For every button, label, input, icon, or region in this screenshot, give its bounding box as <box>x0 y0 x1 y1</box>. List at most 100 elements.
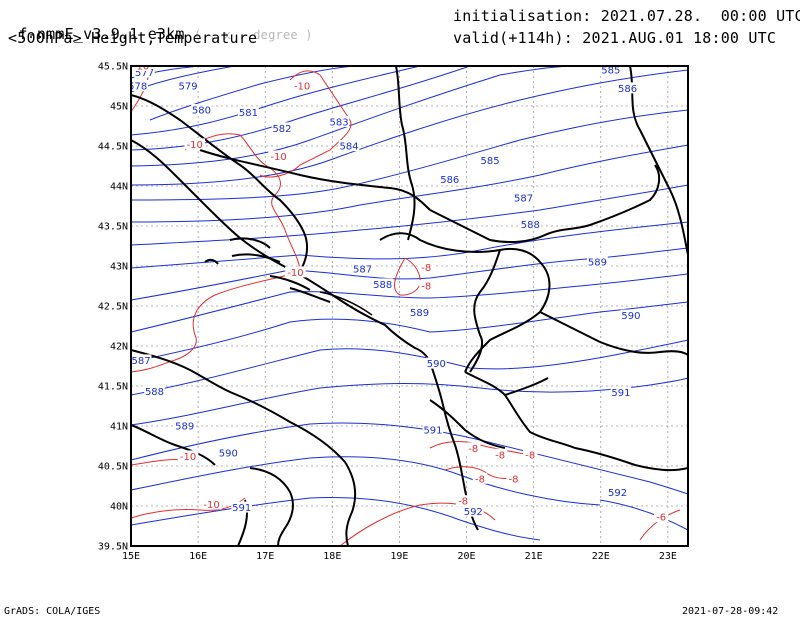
height-label: 580 <box>192 106 211 117</box>
height-label-bg <box>131 354 152 366</box>
temperature-contour <box>184 133 301 273</box>
map-frame <box>130 65 689 547</box>
temperature-contour <box>259 70 352 178</box>
height-label: 579 <box>178 82 197 93</box>
height-contour <box>599 499 688 531</box>
height-contour <box>131 301 688 363</box>
lon-tick-label: 22E <box>592 551 610 562</box>
border <box>429 164 661 244</box>
temperature-label-bg <box>653 511 669 523</box>
height-label: 589 <box>588 258 607 269</box>
border <box>379 232 551 373</box>
height-label-bg <box>620 309 642 321</box>
lat-tick-label: 40N <box>110 502 128 513</box>
coastline <box>131 349 357 546</box>
height-label-bg <box>131 80 149 91</box>
temperature-label-bg <box>184 138 206 150</box>
temperature-label-bg <box>466 442 481 454</box>
height-contour <box>131 339 688 396</box>
height-label-bg <box>144 385 165 397</box>
coastline <box>131 139 479 531</box>
height-label: 591 <box>232 503 251 514</box>
height-label: 587 <box>132 356 151 367</box>
height-label-bg <box>271 122 293 134</box>
height-label: 585 <box>601 66 620 77</box>
height-label: 582 <box>272 124 291 135</box>
temperature-label: -8 <box>421 263 431 274</box>
height-contour <box>131 66 576 167</box>
init-time: initialisation: 2021.07.28. 00:00 UTC <box>453 7 800 25</box>
lat-tick-label: 41N <box>110 422 128 433</box>
height-label: 591 <box>611 388 630 399</box>
border <box>429 399 506 449</box>
height-label: 583 <box>329 118 348 129</box>
height-label: 578 <box>128 82 147 93</box>
border <box>395 66 416 241</box>
temperature-label-bg <box>523 448 538 460</box>
height-contour <box>131 456 601 506</box>
temperature-label: -10 <box>187 140 203 151</box>
height-contour <box>131 144 688 223</box>
footer-left: GrADS: COLA/IGES <box>4 606 101 617</box>
temperature-label-bg <box>285 266 306 278</box>
height-label: 581 <box>239 108 258 119</box>
height-label: 589 <box>410 308 429 319</box>
lat-tick-label: 44.5N <box>98 142 128 153</box>
height-label-bg <box>177 80 199 91</box>
temperature-label-bg <box>492 448 508 460</box>
map-grid <box>130 65 688 547</box>
lat-tick-label: 45.5N <box>98 62 128 73</box>
lat-tick-label: 42.5N <box>98 302 128 313</box>
temperature-contour <box>394 257 421 296</box>
height-contour <box>131 66 421 136</box>
border <box>469 249 501 373</box>
height-contour <box>131 377 688 426</box>
height-label: 592 <box>464 507 483 518</box>
border <box>629 66 688 256</box>
temperature-label-bg <box>268 150 289 162</box>
temperature-label-bg <box>419 280 434 291</box>
lat-tick-label: 44N <box>110 182 128 193</box>
height-label: 586 <box>440 175 459 186</box>
height-contour <box>131 66 471 151</box>
lat-tick-label: 43N <box>110 262 128 273</box>
lat-tick-label: 43.5N <box>98 222 128 233</box>
height-contour <box>131 247 688 301</box>
temperature-contour <box>131 497 246 519</box>
height-label-bg <box>218 447 239 459</box>
height-label: 588 <box>145 387 164 398</box>
height-label-bg <box>439 173 461 185</box>
temperature-label-bg <box>472 472 488 484</box>
height-contour <box>131 221 688 269</box>
lon-tick-label: 19E <box>390 551 408 562</box>
lon-tick-label: 20E <box>458 551 476 562</box>
height-label-bg <box>426 357 447 369</box>
height-label: 585 <box>480 156 499 167</box>
height-label-bg <box>238 106 259 118</box>
height-label-bg <box>338 140 360 151</box>
temperature-label-bg <box>291 80 313 91</box>
lat-tick-label: 40.5N <box>98 462 128 473</box>
height-contour <box>131 69 688 186</box>
temperature-label: -10 <box>133 62 149 73</box>
height-label: 587 <box>514 194 533 205</box>
temperature-label: -8 <box>495 450 505 461</box>
footer-right: 2021-07-28-09:42 <box>682 606 779 617</box>
height-contours <box>131 66 688 541</box>
temperature-label: -10 <box>294 82 310 93</box>
lon-tick-label: 18E <box>323 551 341 562</box>
height-label: 588 <box>373 280 392 291</box>
height-label-bg <box>134 66 155 78</box>
island <box>231 253 281 263</box>
lon-tick-label: 21E <box>525 551 543 562</box>
height-label: 588 <box>521 220 540 231</box>
height-contour <box>131 273 688 333</box>
height-label-bg <box>231 501 253 513</box>
temperature-label-bg <box>131 66 152 71</box>
height-label: 584 <box>340 142 359 153</box>
height-label-bg <box>479 154 501 166</box>
height-label: 577 <box>135 68 154 79</box>
temperature-contour <box>131 271 301 373</box>
model-name-text: f-nmmE_v3.9.1-e3km <box>18 25 185 43</box>
